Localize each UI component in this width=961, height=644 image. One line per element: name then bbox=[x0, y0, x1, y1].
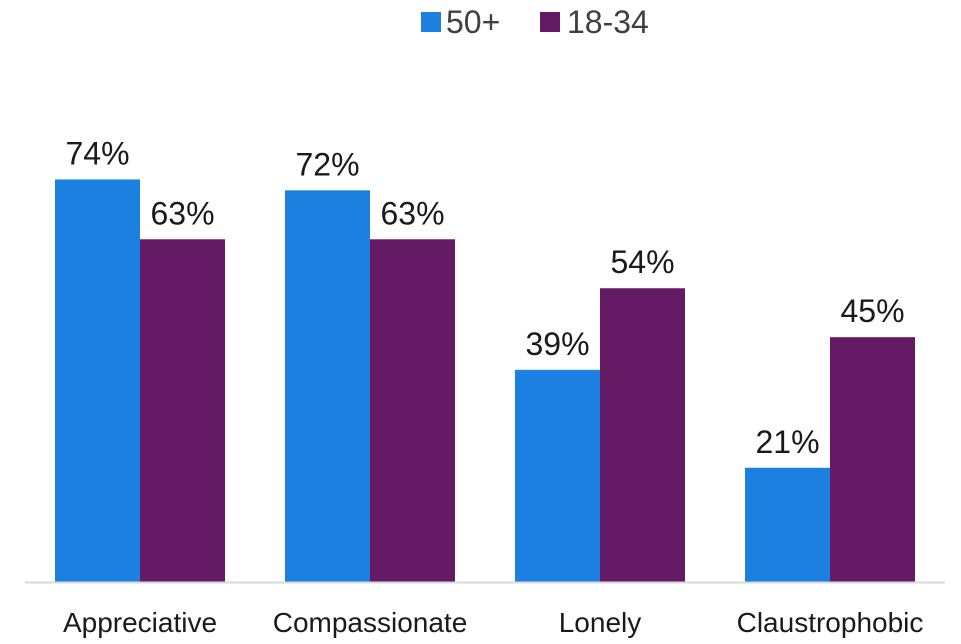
bar-lonely-18-34 bbox=[600, 288, 685, 582]
data-label: 63% bbox=[150, 195, 214, 231]
legend-label: 50+ bbox=[446, 4, 500, 40]
legend-item-50+: 50+ bbox=[421, 4, 500, 40]
legend-swatch bbox=[421, 12, 441, 32]
data-label: 54% bbox=[610, 244, 674, 280]
data-label: 45% bbox=[840, 293, 904, 329]
data-label: 39% bbox=[525, 326, 589, 362]
x-axis: Appreciative Compassionate Lonely Claustrop… bbox=[25, 581, 945, 638]
bar-lonely-50+ bbox=[515, 369, 600, 582]
bar-compassionate-50+ bbox=[285, 190, 370, 582]
legend-item-18-34: 18-34 bbox=[540, 4, 649, 40]
bar-claustrophobic-18-34 bbox=[830, 337, 915, 582]
legend-swatch bbox=[540, 12, 560, 32]
bar-compassionate-18-34 bbox=[370, 239, 455, 582]
legend: 50+ 18-34 bbox=[421, 4, 649, 40]
bar-appreciative-18-34 bbox=[140, 239, 225, 582]
bar-claustrophobic-50+ bbox=[745, 467, 830, 582]
x-tick-label: Lonely bbox=[559, 607, 642, 638]
legend-label: 18-34 bbox=[567, 4, 649, 40]
data-label: 74% bbox=[65, 135, 129, 171]
x-tick-label: Compassionate bbox=[273, 607, 468, 638]
x-tick-label: Appreciative bbox=[63, 607, 217, 638]
x-tick-label: Claustrophobic bbox=[737, 607, 924, 638]
value-labels-group: 74% 63% 72% 63% 39% 54% 21% 45% bbox=[65, 135, 904, 459]
data-label: 63% bbox=[380, 195, 444, 231]
data-label: 21% bbox=[755, 424, 819, 460]
bars-group bbox=[55, 179, 915, 582]
data-label: 72% bbox=[295, 146, 359, 182]
bar-appreciative-50+ bbox=[55, 179, 140, 582]
